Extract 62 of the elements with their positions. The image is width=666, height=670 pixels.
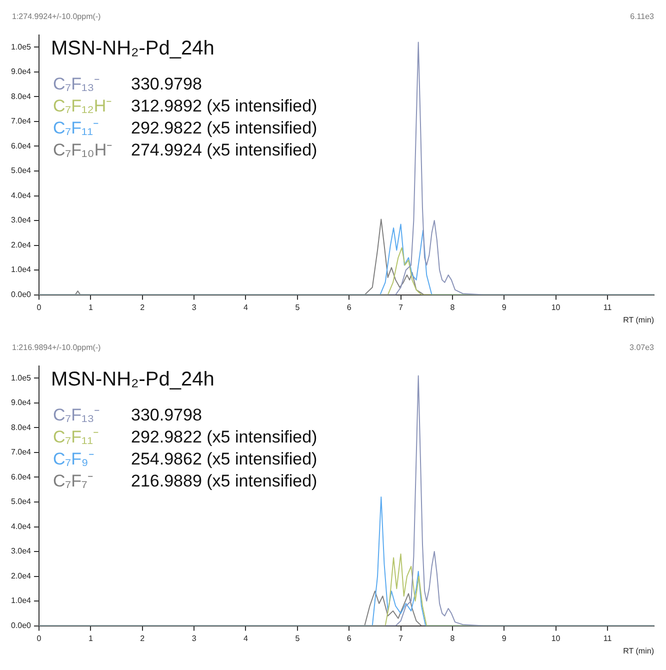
text: C₇F₁₁⁻ 292.9822 (x5 intensified) [53, 118, 318, 138]
x-tick-label: 5 [295, 634, 300, 643]
text: C₇F₁₃⁻ 330.9798 [53, 74, 202, 94]
y-tick-label: 1.0e5 [10, 373, 32, 382]
y-tick-label: 8.0e4 [10, 92, 32, 101]
text: 1:216.9894+/-10.0ppm(-) [12, 343, 101, 352]
chart-title: MSN-NH₂-Pd_24h [51, 37, 214, 60]
text: C₇F₁₃⁻ 330.9798 [53, 405, 202, 424]
x-axis-title: RT (min) [623, 315, 654, 324]
y-tick-label: 4.0e4 [10, 522, 32, 531]
x-tick-label: 2 [140, 634, 146, 643]
y-tick-label: 5.0e4 [10, 497, 32, 506]
text: 3.07e3 [630, 343, 654, 352]
y-tick-label: 7.0e4 [10, 116, 32, 126]
y-tick-label: 1.0e5 [10, 42, 32, 52]
x-tick-label: 1 [88, 634, 94, 643]
y-tick-label: 6.0e4 [10, 472, 32, 482]
x-tick-label: 11 [603, 302, 612, 312]
x-tick-label: 9 [502, 634, 507, 643]
y-tick-label: 4.0e4 [10, 190, 32, 200]
text: C₇F₁₀H⁻ 274.9924 (x5 intensified) [53, 140, 318, 160]
x-tick-label: 10 [551, 634, 561, 643]
x-tick-label: 2 [140, 302, 146, 312]
y-tick-label: 9.0e4 [10, 67, 32, 76]
y-tick-label: 1.0e4 [10, 596, 32, 606]
y-tick-label: 7.0e4 [10, 448, 32, 457]
y-tick-label: 1.0e4 [10, 265, 32, 274]
y-tick-label: 8.0e4 [10, 422, 32, 432]
y-tick-label: 3.0e4 [10, 546, 32, 556]
x-tick-label: 5 [295, 302, 300, 312]
text: C₇F₉⁻ 254.9862 (x5 intensified) [53, 449, 318, 468]
x-tick-label: 3 [192, 634, 197, 643]
x-tick-label: 3 [192, 302, 197, 312]
x-tick-label: 6 [346, 634, 352, 643]
chart-title: MSN-NH₂-Pd_24h [51, 368, 214, 390]
x-tick-label: 0 [36, 302, 42, 312]
y-tick-label: 9.0e4 [10, 398, 32, 408]
x-tick-label: 6 [346, 302, 352, 312]
x-tick-label: 11 [603, 634, 612, 643]
x-tick-label: 7 [398, 302, 404, 312]
x-tick-label: 8 [450, 634, 456, 643]
y-tick-label: 3.0e4 [10, 216, 32, 225]
y-tick-label: 0.0e0 [10, 290, 32, 300]
x-tick-label: 8 [450, 302, 456, 312]
x-tick-label: 1 [88, 302, 94, 312]
x-tick-label: 10 [551, 302, 561, 312]
y-tick-label: 6.0e4 [10, 141, 32, 150]
y-tick-label: 2.0e4 [10, 571, 32, 580]
text: C₇F₇⁻ 216.9889 (x5 intensified) [53, 471, 318, 490]
text: C₇F₁₂H⁻ 312.9892 (x5 intensified) [53, 96, 318, 116]
y-tick-label: 5.0e4 [10, 166, 32, 176]
x-tick-label: 4 [244, 302, 249, 312]
x-tick-label: 7 [398, 634, 404, 643]
x-tick-label: 4 [244, 634, 249, 643]
text: C₇F₁₁⁻ 292.9822 (x5 intensified) [53, 427, 318, 446]
y-tick-label: 2.0e4 [10, 240, 32, 250]
y-tick-label: 0.0e0 [10, 621, 32, 630]
text: 1:274.9924+/-10.0ppm(-) [12, 12, 101, 21]
x-axis-title: RT (min) [623, 646, 654, 656]
x-tick-label: 0 [36, 634, 42, 643]
text: 6.11e3 [630, 12, 654, 21]
x-tick-label: 9 [502, 302, 507, 312]
